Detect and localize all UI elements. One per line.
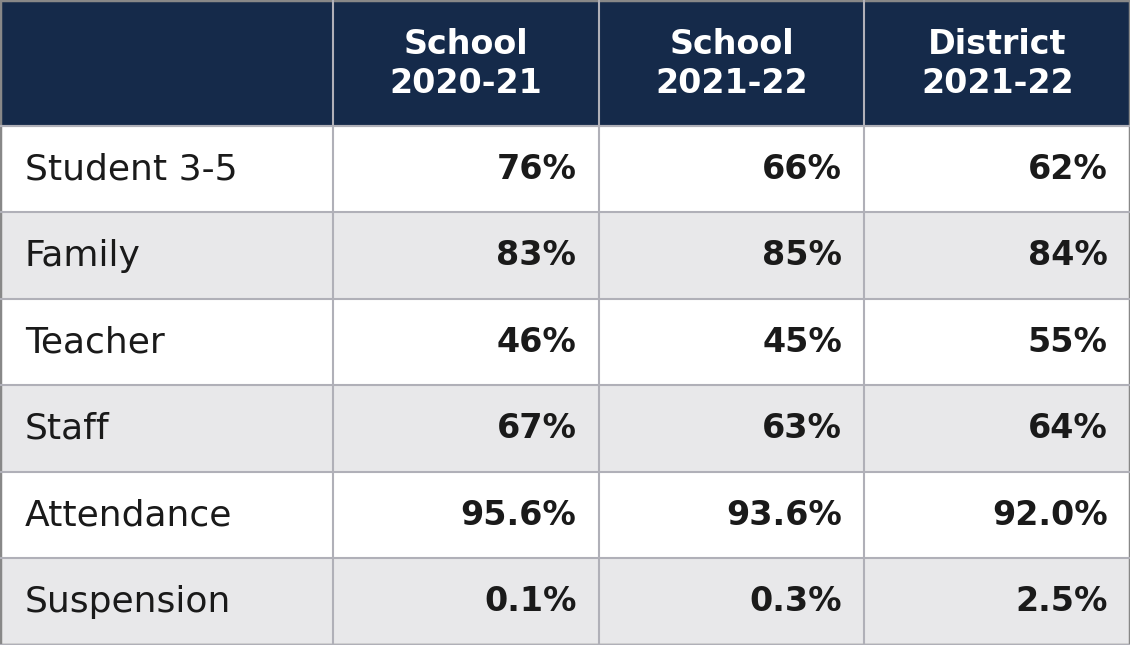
Text: 2021-22: 2021-22 (921, 67, 1074, 100)
Text: Family: Family (25, 239, 141, 273)
Text: 84%: 84% (1027, 239, 1107, 272)
Text: 55%: 55% (1027, 326, 1107, 359)
Text: 83%: 83% (496, 239, 576, 272)
Bar (599, 299, 864, 386)
Text: 92.0%: 92.0% (992, 499, 1107, 531)
Bar (0, 472, 333, 559)
Text: Attendance: Attendance (25, 498, 233, 532)
Bar (599, 212, 864, 299)
Text: 2021-22: 2021-22 (655, 67, 808, 100)
Bar (333, 472, 599, 559)
Text: District: District (928, 28, 1067, 61)
Text: 64%: 64% (1027, 412, 1107, 445)
Bar (864, 0, 1130, 126)
Bar (864, 386, 1130, 472)
Bar (333, 126, 599, 212)
Bar (333, 559, 599, 645)
Text: 66%: 66% (762, 153, 842, 186)
Bar (864, 299, 1130, 386)
Bar (0, 299, 333, 386)
Bar (864, 212, 1130, 299)
Text: 95.6%: 95.6% (461, 499, 576, 531)
Bar (864, 126, 1130, 212)
Bar (599, 472, 864, 559)
Text: 62%: 62% (1027, 153, 1107, 186)
Text: Staff: Staff (25, 412, 110, 446)
Bar (0, 0, 333, 126)
Text: 93.6%: 93.6% (727, 499, 842, 531)
Text: 63%: 63% (762, 412, 842, 445)
Bar (333, 299, 599, 386)
Bar (0, 126, 333, 212)
Bar (333, 0, 599, 126)
Text: 2020-21: 2020-21 (390, 67, 542, 100)
Text: School: School (669, 28, 794, 61)
Text: 2.5%: 2.5% (1015, 585, 1107, 618)
Bar (599, 0, 864, 126)
Bar (864, 559, 1130, 645)
Bar (599, 126, 864, 212)
Text: 76%: 76% (496, 153, 576, 186)
Bar (333, 386, 599, 472)
Text: 0.3%: 0.3% (749, 585, 842, 618)
Text: School: School (403, 28, 529, 61)
Bar (333, 212, 599, 299)
Bar (599, 559, 864, 645)
Bar (0, 559, 333, 645)
Text: 46%: 46% (496, 326, 576, 359)
Bar (0, 212, 333, 299)
Text: 0.1%: 0.1% (484, 585, 576, 618)
Text: Suspension: Suspension (25, 585, 232, 619)
Text: 67%: 67% (496, 412, 576, 445)
Text: 45%: 45% (762, 326, 842, 359)
Text: Student 3-5: Student 3-5 (25, 152, 237, 186)
Bar (0, 386, 333, 472)
Text: 85%: 85% (762, 239, 842, 272)
Bar (864, 472, 1130, 559)
Bar (599, 386, 864, 472)
Text: Teacher: Teacher (25, 325, 165, 359)
